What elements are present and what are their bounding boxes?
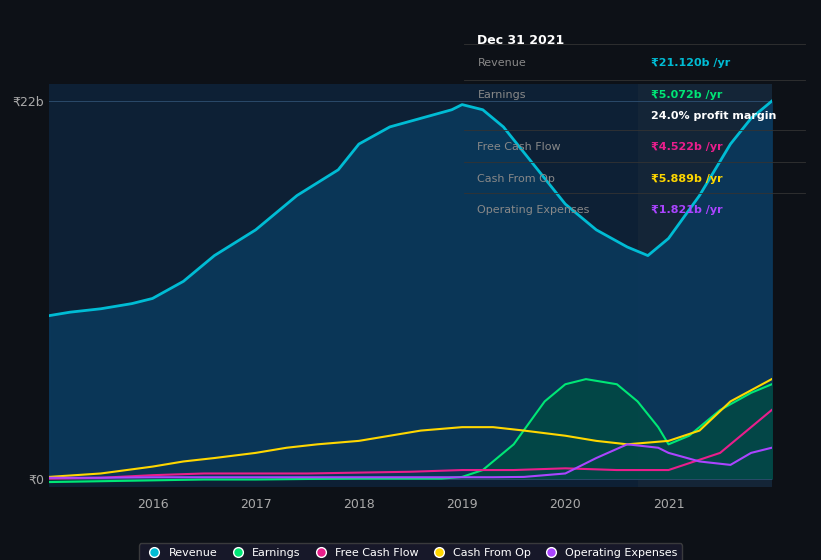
- Text: 24.0% profit margin: 24.0% profit margin: [651, 110, 777, 120]
- Text: ₹5.072b /yr: ₹5.072b /yr: [651, 90, 722, 100]
- Text: Earnings: Earnings: [478, 90, 526, 100]
- Bar: [638, 84, 772, 487]
- Text: Cash From Op: Cash From Op: [478, 174, 555, 184]
- Text: Dec 31 2021: Dec 31 2021: [478, 34, 565, 46]
- Text: Free Cash Flow: Free Cash Flow: [478, 142, 561, 152]
- Legend: Revenue, Earnings, Free Cash Flow, Cash From Op, Operating Expenses: Revenue, Earnings, Free Cash Flow, Cash …: [139, 543, 682, 560]
- Text: ₹5.889b /yr: ₹5.889b /yr: [651, 174, 722, 184]
- Text: Revenue: Revenue: [478, 58, 526, 68]
- Text: Operating Expenses: Operating Expenses: [478, 205, 589, 215]
- Text: ₹4.522b /yr: ₹4.522b /yr: [651, 142, 722, 152]
- Text: ₹1.821b /yr: ₹1.821b /yr: [651, 205, 722, 215]
- Text: ₹21.120b /yr: ₹21.120b /yr: [651, 58, 731, 68]
